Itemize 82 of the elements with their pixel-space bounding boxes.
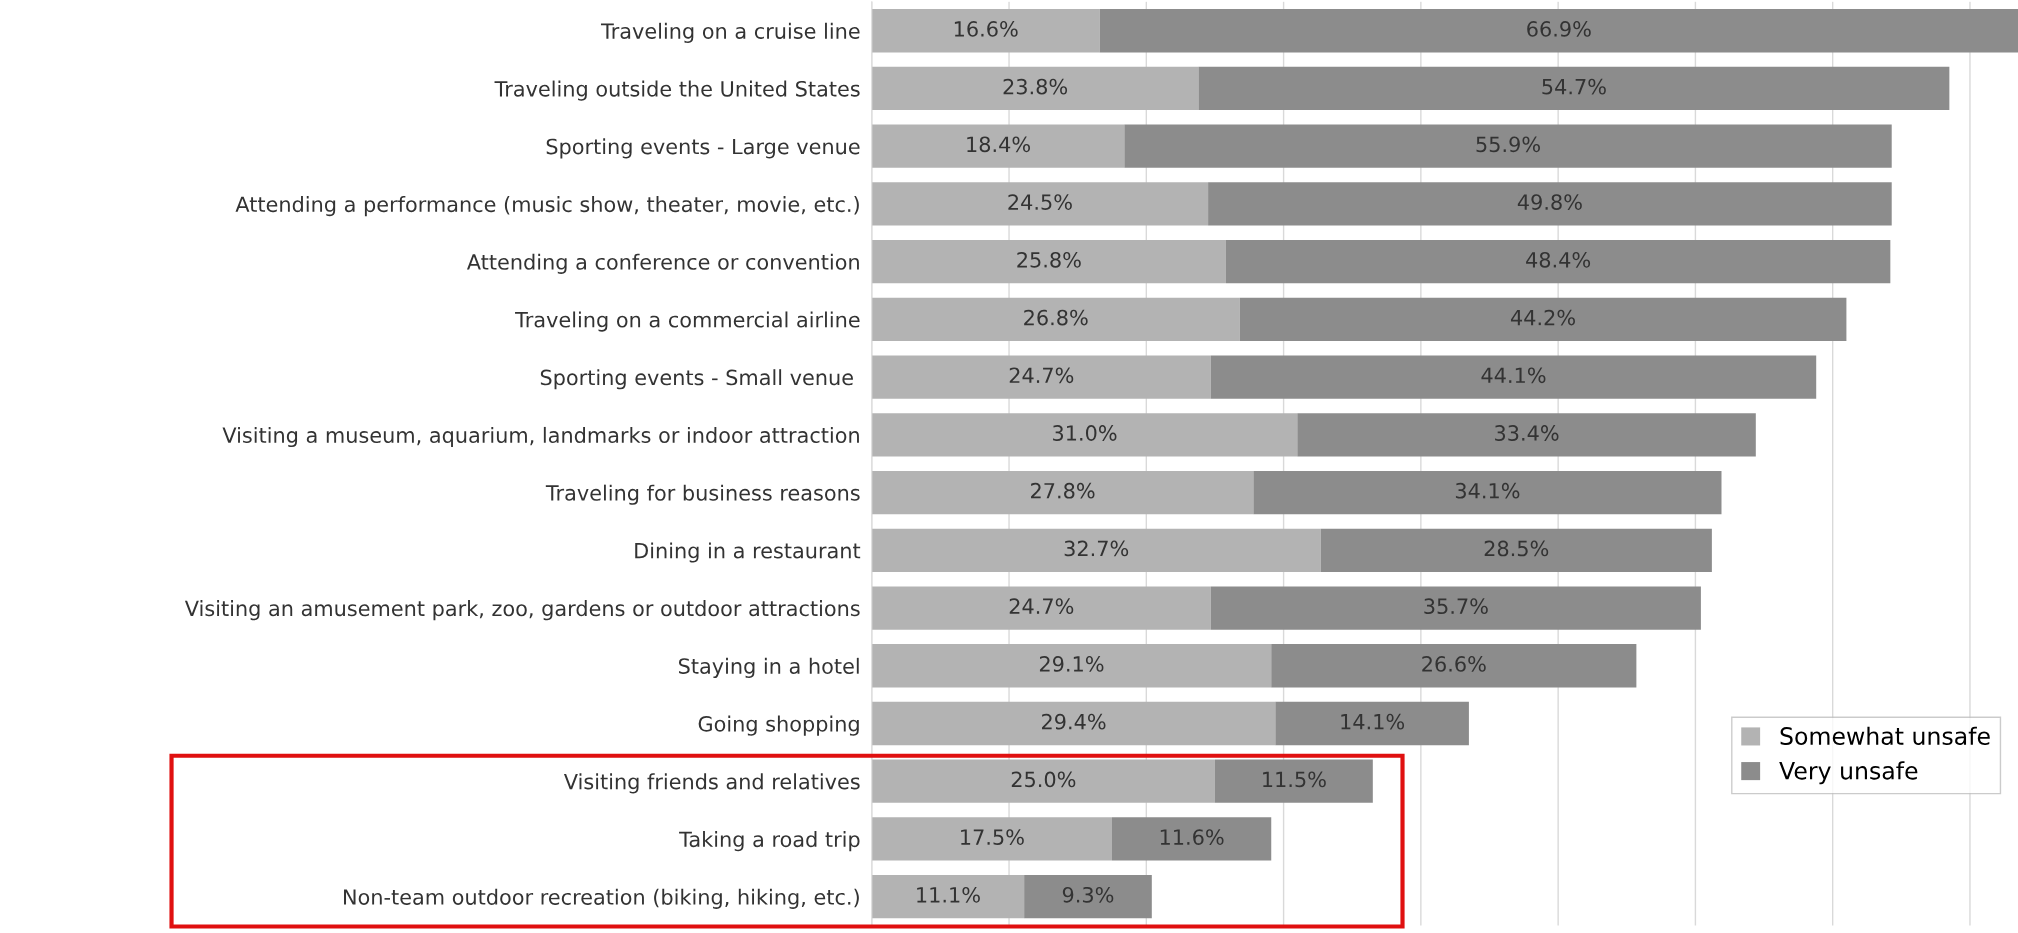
y-tick-label: Dining in a restaurant <box>635 542 861 563</box>
bar <box>1214 759 1373 803</box>
data-label: 29.4% <box>1042 713 1106 730</box>
data-label: 24.7% <box>1009 367 1074 384</box>
bar <box>1271 644 1637 688</box>
data-label: 25.8% <box>1017 251 1081 268</box>
data-label: 28.5% <box>1484 540 1549 557</box>
data-label: 24.5% <box>1008 194 1072 210</box>
bar <box>871 586 1211 630</box>
bar <box>871 701 1276 746</box>
bar <box>871 182 1209 226</box>
bar <box>871 817 1112 861</box>
bar <box>1225 240 1891 284</box>
y-tick-label: Taking a road trip <box>679 831 860 852</box>
data-label: 54.7% <box>1542 78 1606 95</box>
y-tick-label: Attending a conference or convention <box>466 253 859 274</box>
y-tick-label: Staying in a hotel <box>678 657 859 678</box>
data-label: 31.0% <box>1053 425 1117 441</box>
data-label: 44.1% <box>1481 367 1546 384</box>
data-label: 33.4% <box>1495 425 1559 441</box>
data-label: 48.4% <box>1526 251 1591 268</box>
data-label: 11.6% <box>1160 829 1224 845</box>
bar <box>871 124 1125 168</box>
y-tick-label: Sporting events - Large venue <box>546 138 860 159</box>
bar <box>1320 528 1712 572</box>
data-label: 11.5% <box>1263 771 1326 788</box>
data-label: 23.8% <box>1003 78 1068 95</box>
data-label: 29.1% <box>1039 656 1104 672</box>
data-label: 16.6% <box>954 21 1018 37</box>
bar <box>1112 817 1272 861</box>
y-tick-label: Sporting events - Small venue <box>540 369 853 390</box>
data-label: 11.1% <box>917 886 980 903</box>
y-tick-label: Traveling for business reasons <box>545 484 860 505</box>
bar <box>871 528 1321 572</box>
y-tick-label: Non-team outdoor recreation (biking, hiking, etc.) <box>344 888 859 909</box>
bar <box>871 470 1254 515</box>
data-label: 9.3% <box>1062 886 1114 903</box>
bar <box>871 297 1240 342</box>
bar <box>871 413 1298 457</box>
legend-label: Very unsafe <box>1779 761 1918 785</box>
data-label: 25.0% <box>1011 771 1076 788</box>
bar <box>871 66 1199 111</box>
data-label: 34.1% <box>1455 482 1520 499</box>
y-tick-label: Traveling outside the United States <box>494 80 860 101</box>
bar <box>871 355 1211 399</box>
data-label: 26.8% <box>1024 309 1088 326</box>
data-label: 27.8% <box>1031 482 1095 499</box>
y-tick-label: Traveling on a cruise line <box>600 22 860 43</box>
bar <box>1253 470 1722 515</box>
bar <box>871 9 1100 53</box>
data-label: 24.7% <box>1009 598 1074 615</box>
bar <box>1124 124 1892 168</box>
y-tick-label: Attending a performance (music show, theater, movie, etc.) <box>235 196 859 217</box>
data-label: 44.2% <box>1510 309 1575 326</box>
y-tick-label: Going shopping <box>698 715 859 736</box>
bar <box>1024 875 1152 919</box>
data-label: 55.9% <box>1476 136 1540 153</box>
data-label: 49.8% <box>1517 194 1582 210</box>
y-tick-label: Visiting a museum, aquarium, landmarks or indoor attraction <box>222 426 859 448</box>
bar <box>871 644 1272 688</box>
bar <box>871 240 1226 284</box>
bar <box>1208 182 1892 226</box>
bar <box>1239 297 1847 342</box>
bar <box>1297 413 1756 457</box>
data-label: 35.7% <box>1424 598 1488 615</box>
bar <box>1099 9 2018 53</box>
bar <box>1210 586 1701 630</box>
bar <box>871 875 1025 919</box>
data-label: 32.7% <box>1064 540 1129 557</box>
data-label: 17.5% <box>961 829 1024 845</box>
bar <box>1275 701 1469 746</box>
data-label: 26.6% <box>1422 656 1486 672</box>
y-tick-label: Visiting an amusement park, zoo, gardens or outdoor attractions <box>184 600 860 621</box>
bar <box>1198 66 1950 111</box>
y-tick-label: Visiting friends and relatives <box>563 773 860 794</box>
legend-label: Somewhat unsafe <box>1780 726 1990 745</box>
data-label: 14.1% <box>1341 713 1405 730</box>
bar <box>871 759 1215 803</box>
data-label: 18.4% <box>967 136 1031 153</box>
bar <box>1210 355 1817 399</box>
data-label: 66.9% <box>1527 21 1591 37</box>
y-tick-label: Traveling on a commercial airline <box>515 311 860 332</box>
